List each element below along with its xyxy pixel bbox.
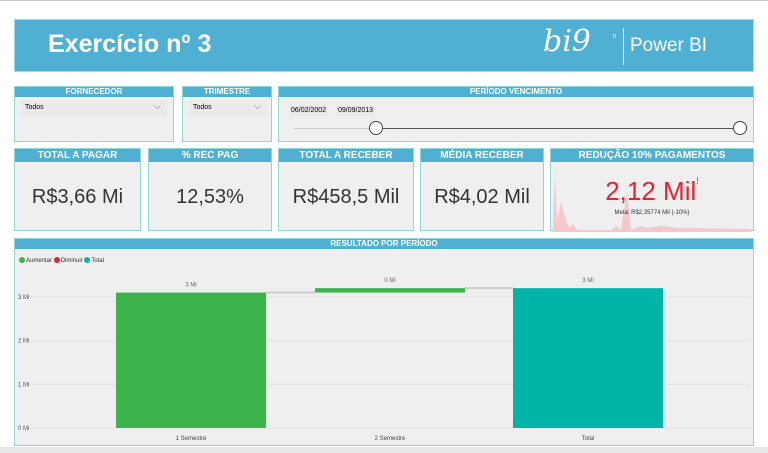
trimestre-dropdown[interactable]: Todos ⌵ bbox=[189, 100, 267, 117]
data-label: 3 Mi bbox=[185, 283, 196, 289]
data-label: 3 Mi bbox=[582, 278, 593, 284]
kpi-card-total-pagar: TOTAL A PAGAR R$3,66 Mi bbox=[14, 148, 141, 231]
slicer-title: FORNECEDOR bbox=[15, 87, 173, 97]
kpi-goal-value: 2,12 Mil! bbox=[605, 176, 699, 206]
y-tick-label: 1 Mi bbox=[18, 382, 29, 388]
y-tick-label: 3 Mi bbox=[18, 295, 29, 301]
waterfall-bar[interactable] bbox=[513, 288, 663, 428]
waterfall-chart: 0 Mi 1 Mi 2 Mi 3 Mi 3 Mi 1 Semestre 0 Mi 2 Seme… bbox=[18, 278, 750, 442]
waterfall-bar[interactable] bbox=[116, 292, 266, 428]
kpi-title: TOTAL A PAGAR bbox=[15, 149, 140, 162]
slicer-title: PERÍODO VENCIMENTO bbox=[279, 87, 753, 97]
waterfall-bar[interactable] bbox=[315, 288, 465, 293]
kpi-title: TOTAL A RECEBER bbox=[279, 149, 413, 162]
slider-track bbox=[294, 128, 375, 129]
chart-title: RESULTADO POR PERÍODO bbox=[15, 239, 753, 249]
legend-item-diminuir[interactable]: Diminuir bbox=[53, 257, 83, 264]
kpi-card-total-receber: TOTAL A RECEBER R$458,5 Mil bbox=[278, 148, 414, 231]
slicer-trimestre: TRIMESTRE Todos ⌵ bbox=[182, 86, 272, 142]
legend-item-aumentar[interactable]: Aumentar bbox=[19, 257, 52, 264]
end-date-input[interactable]: 09/09/2013 bbox=[336, 105, 376, 116]
legend-dot-icon bbox=[19, 257, 25, 263]
slider-start-handle[interactable] bbox=[369, 121, 383, 135]
legend-dot-icon bbox=[84, 257, 91, 263]
divider bbox=[623, 28, 624, 65]
kpi-title: REDUÇÃO 10% PAGAMENTOS bbox=[551, 149, 753, 162]
slider-end-handle[interactable] bbox=[733, 121, 747, 135]
fornecedor-dropdown[interactable]: Todos ⌵ bbox=[21, 100, 167, 117]
legend-item-total[interactable]: Total bbox=[84, 257, 104, 264]
x-tick-label: 1 Semestre bbox=[176, 436, 207, 442]
slider-range bbox=[375, 128, 739, 129]
chart-legend: Aumentar Diminuir Total bbox=[19, 257, 104, 264]
slicer-periodo: PERÍODO VENCIMENTO 06/02/2002 09/09/2013 bbox=[278, 86, 754, 142]
start-date-input[interactable]: 06/02/2002 bbox=[289, 105, 329, 116]
waterfall-chart-panel: RESULTADO POR PERÍODO Aumentar Diminuir … bbox=[14, 238, 754, 446]
kpi-title: MÉDIA RECEBER bbox=[421, 149, 543, 162]
page-footer-bar bbox=[0, 447, 768, 453]
bi9-logo: bi9 bbox=[543, 24, 591, 59]
slicer-fornecedor: FORNECEDOR Todos ⌵ bbox=[14, 86, 174, 142]
y-tick-label: 0 Mi bbox=[18, 426, 29, 432]
logo-tm: TI bbox=[612, 34, 617, 40]
trend-sparkline bbox=[553, 172, 751, 232]
dropdown-value: Todos bbox=[25, 104, 44, 111]
chevron-down-icon: ⌵ bbox=[154, 101, 161, 111]
kpi-goal-target: Meta: R$2,35774 Mil (-10%) bbox=[614, 210, 690, 216]
kpi-goal-card: REDUÇÃO 10% PAGAMENTOS 2,12 Mil! Meta: R… bbox=[550, 148, 754, 232]
chevron-down-icon: ⌵ bbox=[254, 101, 261, 111]
kpi-value: R$4,02 Mil bbox=[434, 186, 530, 208]
data-label: 0 Mi bbox=[384, 278, 395, 284]
slicer-title: TRIMESTRE bbox=[183, 87, 271, 97]
y-tick-label: 2 Mi bbox=[18, 339, 29, 345]
warning-indicator-icon: ! bbox=[696, 176, 699, 186]
header-banner: Exercício nº 3 bi9 TI Power BI bbox=[14, 19, 754, 72]
kpi-value: R$3,66 Mi bbox=[31, 186, 124, 208]
kpi-title: % REC PAG bbox=[149, 149, 271, 162]
kpi-value: R$458,5 Mil bbox=[292, 186, 400, 208]
dropdown-value: Todos bbox=[193, 104, 212, 111]
x-tick-label: Total bbox=[582, 436, 595, 442]
x-tick-label: 2 Semestre bbox=[375, 436, 406, 442]
legend-dot-icon bbox=[53, 257, 60, 263]
page-title: Exercício nº 3 bbox=[48, 30, 212, 58]
kpi-card-rec-pag: % REC PAG 12,53% bbox=[148, 148, 272, 231]
kpi-value: 12,53% bbox=[176, 186, 244, 208]
product-name: Power BI bbox=[630, 35, 708, 56]
kpi-card-media-receber: MÉDIA RECEBER R$4,02 Mil bbox=[420, 148, 544, 231]
